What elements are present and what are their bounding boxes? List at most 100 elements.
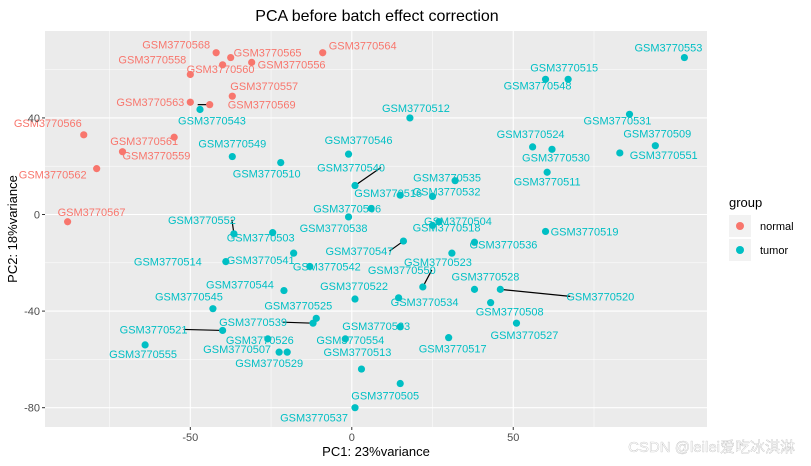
point-tumor	[651, 142, 659, 150]
point-label: GSM3770505	[351, 391, 419, 403]
point-normal	[118, 148, 127, 156]
point-label: GSM3770562	[19, 170, 87, 182]
point-label: GSM3770555	[109, 349, 177, 361]
point-label: GSM3770537	[280, 413, 348, 425]
plot-panel	[45, 31, 707, 427]
point-tumor	[395, 294, 403, 302]
point-tumor	[222, 257, 230, 266]
point-label: GSM3770511	[514, 176, 581, 188]
point-tumor	[396, 379, 404, 388]
point-tumor	[496, 285, 504, 293]
point-label: GSM3770564	[329, 41, 397, 53]
point-normal	[80, 131, 88, 139]
point-label: GSM3770523	[404, 257, 472, 269]
point-normal	[212, 49, 220, 57]
point-label: GSM3770525	[264, 300, 332, 312]
point-tumor	[419, 283, 427, 291]
point-label: GSM3770515	[530, 62, 598, 74]
point-label: GSM3770544	[206, 280, 274, 292]
point-label: GSM3770563	[116, 97, 184, 109]
point-tumor	[680, 53, 688, 62]
point-label: GSM3770542	[293, 261, 361, 273]
point-label: GSM3770561	[110, 136, 178, 148]
point-tumor	[487, 299, 495, 307]
point-tumor	[548, 145, 556, 153]
point-label: GSM3770560	[187, 64, 255, 76]
point-tumor	[277, 158, 285, 167]
chart-title: PCA before batch effect correction	[255, 8, 498, 25]
point-tumor	[219, 326, 227, 335]
point-label: GSM3770565	[234, 48, 302, 60]
point-normal	[227, 53, 235, 62]
point-label: GSM3770536	[470, 239, 538, 251]
x-tick-label: 0	[349, 432, 355, 444]
point-tumor	[406, 114, 414, 122]
point-tumor	[396, 323, 404, 331]
point-label: GSM3770547	[326, 246, 394, 258]
point-tumor	[309, 319, 317, 327]
point-normal	[206, 101, 214, 109]
point-tumor	[344, 213, 353, 221]
point-tumor	[367, 204, 375, 213]
x-axis-ticks: -50 0 50	[182, 427, 519, 444]
point-label: GSM3770549	[198, 139, 266, 151]
point-label: GSM3770531	[584, 115, 652, 127]
point-tumor	[543, 168, 551, 176]
point-tumor	[280, 286, 288, 295]
point-label: GSM3770556	[258, 59, 326, 71]
point-label: GSM3770538	[300, 223, 368, 235]
point-tumor	[512, 319, 521, 327]
point-tumor	[196, 105, 204, 114]
point-tumor	[230, 230, 238, 238]
point-tumor	[451, 177, 459, 185]
point-tumor	[141, 341, 149, 349]
point-label: GSM3770530	[522, 152, 590, 164]
legend-key-tumor	[736, 246, 744, 254]
point-tumor	[448, 249, 456, 257]
point-tumor	[275, 348, 283, 356]
point-label: GSM3770508	[476, 307, 544, 319]
point-label: GSM3770553	[634, 43, 702, 55]
point-label: GSM3770513	[324, 347, 392, 359]
point-label: GSM3770524	[497, 129, 565, 141]
x-axis-title: PC1: 23%variance	[322, 444, 430, 459]
point-label: GSM3770528	[452, 271, 520, 283]
point-normal	[186, 70, 194, 79]
point-normal	[248, 58, 256, 66]
y-tick-label: -80	[24, 403, 40, 415]
point-label: GSM3770558	[118, 54, 186, 66]
point-label: GSM3770529	[235, 358, 303, 370]
point-label: GSM3770567	[58, 207, 126, 219]
point-label: GSM3770569	[228, 100, 296, 112]
point-label: GSM3770520	[566, 291, 634, 303]
y-axis-title: PC2: 18%variance	[5, 175, 20, 283]
point-label: GSM3770539	[219, 317, 287, 329]
point-tumor	[357, 365, 366, 373]
label-connector	[283, 321, 314, 324]
point-tumor	[428, 221, 437, 229]
point-label: GSM3770510	[233, 169, 301, 181]
point-label: GSM3770519	[551, 226, 619, 238]
point-tumor	[264, 335, 272, 343]
point-label: GSM3770540	[317, 163, 385, 175]
point-label: GSM3770554	[316, 335, 384, 347]
point-label: GSM3770533	[342, 321, 410, 333]
point-label: GSM3770546	[325, 135, 393, 147]
point-label: GSM3770568	[142, 40, 210, 52]
point-labels: GSM3770568 GSM3770565 GSM3770564 GSM3770560…	[14, 40, 702, 425]
point-tumor	[209, 305, 217, 313]
point-tumor	[428, 192, 437, 201]
point-label: GSM3770550	[368, 265, 436, 277]
point-tumor	[228, 152, 236, 161]
x-tick-label: -50	[182, 432, 198, 444]
point-normal	[170, 133, 178, 141]
legend: group normal tumor	[729, 195, 794, 261]
y-tick-label: -40	[24, 306, 40, 318]
point-label: GSM3770526	[226, 335, 294, 347]
data-points	[64, 49, 688, 412]
point-tumor	[351, 404, 359, 412]
point-tumor	[541, 75, 550, 83]
point-tumor	[283, 348, 291, 356]
point-tumor	[616, 149, 624, 157]
point-label: GSM3770504	[424, 216, 492, 228]
